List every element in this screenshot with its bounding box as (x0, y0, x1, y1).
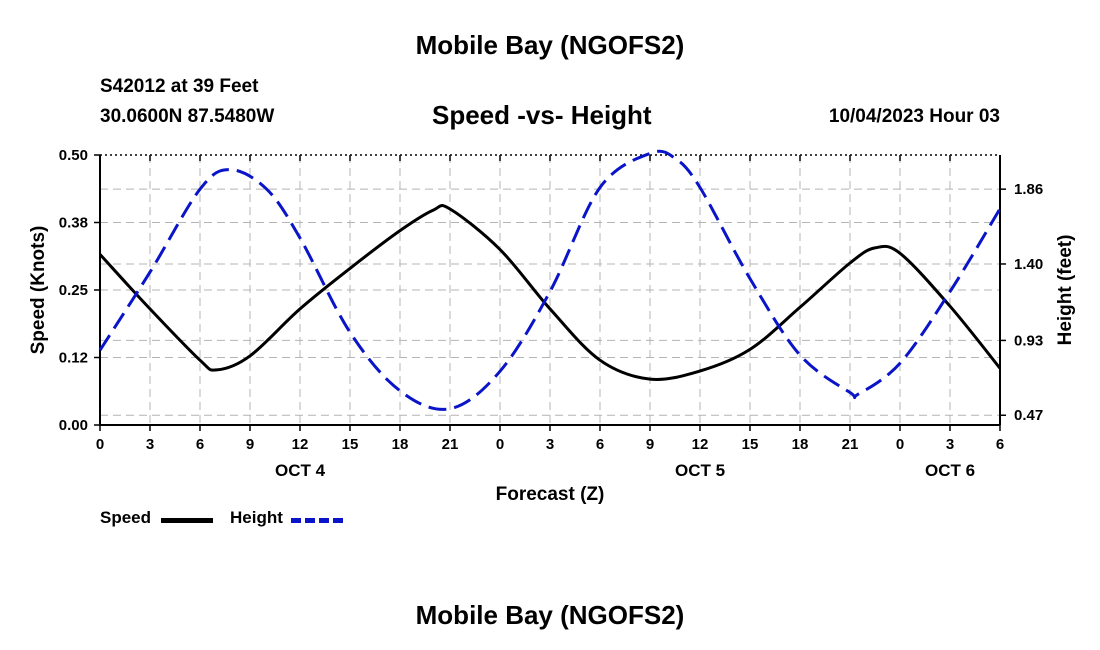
x-tick-label: 15 (742, 436, 759, 453)
x-tick-label: 9 (246, 436, 254, 453)
x-tick-label: 3 (546, 436, 554, 453)
y-tick-label: 0.25 (59, 282, 88, 299)
x-tick-label: 21 (842, 436, 859, 453)
x-tick-label: 15 (342, 436, 359, 453)
footer-title: Mobile Bay (NGOFS2) (415, 600, 685, 630)
x-tick-label: 3 (946, 436, 954, 453)
y-axis-title: Speed (Knots) (28, 226, 49, 355)
chart-subtitle: Speed -vs- Height (432, 100, 652, 130)
x-axis-title: Forecast (Z) (496, 484, 605, 505)
y-tick-label: 0.50 (59, 147, 88, 164)
x-tick-label: 3 (146, 436, 154, 453)
y2-tick-label: 1.40 (1014, 256, 1043, 273)
y-tick-label: 0.00 (59, 417, 88, 434)
x-tick-label: 0 (496, 436, 504, 453)
y2-tick-label: 0.93 (1014, 332, 1043, 349)
y2-tick-label: 1.86 (1014, 181, 1043, 198)
x-tick-label: 12 (292, 436, 309, 453)
legend-speed-swatch (161, 518, 213, 523)
series-line-speed (98, 204, 1002, 381)
x-tick-label: 21 (442, 436, 459, 453)
x-tick-label: 18 (792, 436, 809, 453)
legend-height-label: Height (230, 508, 283, 527)
forecast-timestamp: 10/04/2023 Hour 03 (828, 106, 1000, 127)
date-label: OCT 4 (275, 461, 326, 480)
coordinates-label: 30.0600N 87.5480W (100, 106, 275, 127)
y2-tick-label: 0.47 (1014, 407, 1043, 424)
y2-axis-title: Height (feet) (1055, 235, 1076, 346)
y-tick-label: 0.12 (59, 350, 88, 367)
x-tick-label: 18 (392, 436, 409, 453)
x-tick-label: 12 (692, 436, 709, 453)
date-label: OCT 6 (925, 461, 975, 480)
chart-title: Mobile Bay (NGOFS2) (415, 30, 685, 60)
date-label: OCT 5 (675, 461, 725, 480)
legend-speed-label: Speed (100, 508, 152, 527)
legend-height-swatch (291, 518, 343, 523)
x-tick-label: 9 (646, 436, 654, 453)
x-tick-label: 6 (196, 436, 204, 453)
x-tick-label: 6 (996, 436, 1004, 453)
series-line-height (98, 149, 1002, 411)
x-tick-label: 0 (896, 436, 904, 453)
x-tick-label: 6 (596, 436, 604, 453)
x-tick-label: 0 (96, 436, 104, 453)
y-tick-label: 0.38 (59, 215, 88, 232)
station-label: S42012 at 39 Feet (100, 76, 259, 97)
